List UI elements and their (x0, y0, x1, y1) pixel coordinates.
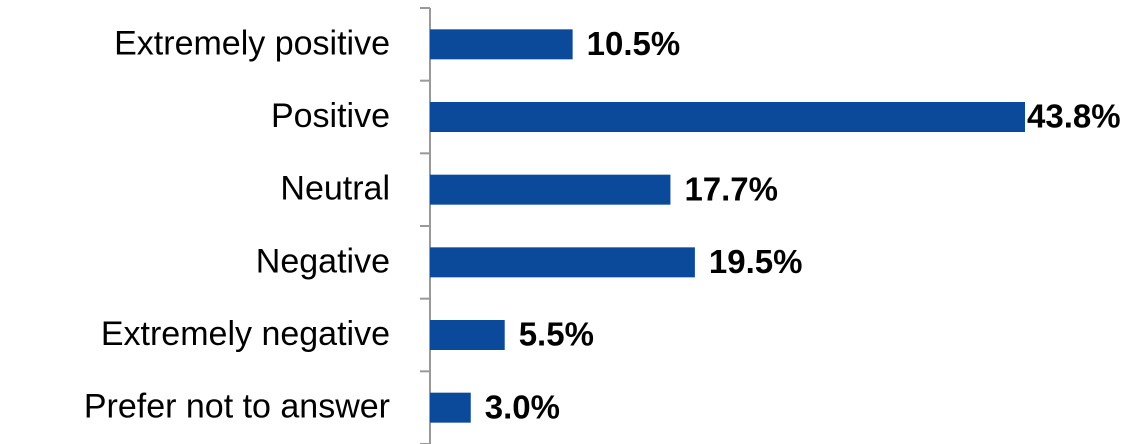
bar (430, 174, 671, 205)
category-label: Negative (256, 242, 390, 280)
value-label: 5.5% (519, 316, 594, 353)
bar (430, 29, 573, 60)
category-label: Extremely positive (114, 24, 390, 62)
value-label: 43.8% (1027, 98, 1121, 135)
category-label: Neutral (280, 170, 390, 208)
bar (430, 102, 1025, 132)
bar (430, 392, 471, 423)
value-label: 10.5% (587, 25, 681, 62)
value-label: 19.5% (709, 243, 803, 280)
category-label: Positive (271, 97, 390, 135)
value-label: 17.7% (684, 170, 778, 207)
category-label: Prefer not to answer (84, 388, 390, 426)
category-label: Extremely negative (101, 315, 390, 353)
value-label: 3.0% (485, 388, 560, 425)
bar (430, 320, 505, 350)
bar (430, 247, 695, 278)
